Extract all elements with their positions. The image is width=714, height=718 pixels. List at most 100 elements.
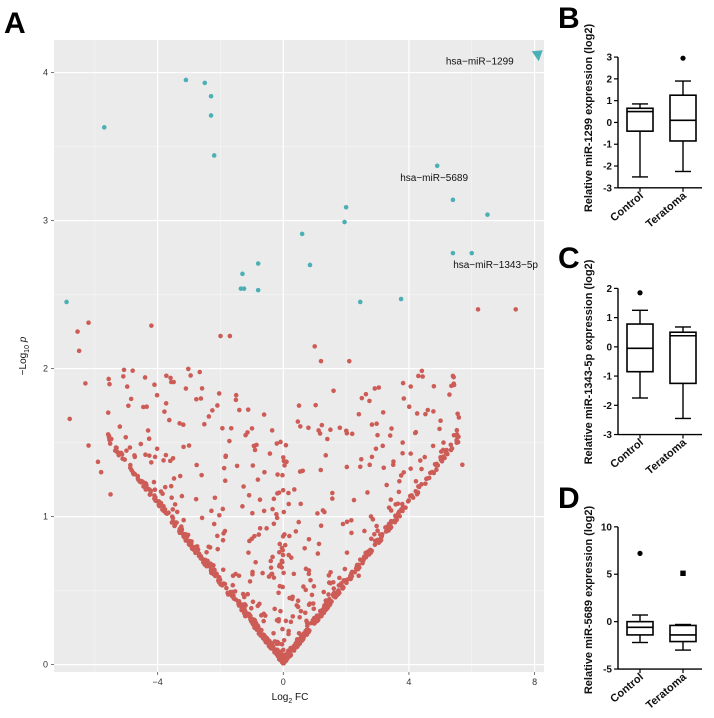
- nonsignificant-point: [177, 530, 183, 536]
- nonsignificant-point: [220, 506, 226, 512]
- nonsignificant-point: [261, 632, 266, 638]
- nonsignificant-point: [376, 385, 382, 390]
- nonsignificant-point: [363, 391, 369, 397]
- nonsignificant-point: [143, 452, 148, 457]
- nonsignificant-point: [86, 320, 91, 325]
- nonsignificant-point: [301, 584, 306, 589]
- y-tick-label: 0: [606, 118, 612, 129]
- nonsignificant-point: [204, 562, 210, 568]
- nonsignificant-point: [319, 613, 324, 619]
- nonsignificant-point: [279, 565, 285, 570]
- category-label: Control: [608, 190, 646, 224]
- nonsignificant-point: [131, 471, 136, 477]
- nonsignificant-point: [249, 536, 255, 542]
- nonsignificant-point: [210, 408, 215, 413]
- x-tick-label: 0: [281, 677, 286, 687]
- nonsignificant-point: [233, 392, 239, 398]
- nonsignificant-point: [357, 464, 363, 470]
- nonsignificant-point: [280, 584, 285, 590]
- nonsignificant-point: [391, 459, 396, 464]
- nonsignificant-point: [342, 566, 348, 572]
- nonsignificant-point: [299, 633, 305, 639]
- nonsignificant-point: [156, 503, 162, 509]
- nonsignificant-point: [363, 550, 368, 556]
- nonsignificant-point: [257, 497, 263, 503]
- nonsignificant-point: [286, 501, 292, 507]
- nonsignificant-point: [438, 418, 443, 424]
- nonsignificant-point: [132, 453, 137, 458]
- nonsignificant-point: [416, 373, 421, 379]
- nonsignificant-point: [186, 443, 192, 448]
- nonsignificant-point: [388, 508, 394, 513]
- nonsignificant-point: [121, 367, 127, 373]
- nonsignificant-point: [434, 467, 439, 473]
- nonsignificant-point: [388, 520, 394, 525]
- nonsignificant-point: [261, 412, 267, 417]
- nonsignificant-point: [372, 531, 377, 537]
- nonsignificant-point: [349, 518, 354, 523]
- nonsignificant-point: [311, 584, 317, 589]
- nonsignificant-point: [447, 392, 452, 397]
- nonsignificant-point: [420, 374, 425, 379]
- nonsignificant-point: [318, 523, 324, 528]
- nonsignificant-point: [283, 618, 289, 624]
- nonsignificant-point: [199, 386, 205, 391]
- nonsignificant-point: [197, 369, 203, 375]
- nonsignificant-point: [272, 606, 277, 612]
- nonsignificant-point: [423, 481, 428, 486]
- x-tick-label: −4: [153, 677, 163, 687]
- nonsignificant-point: [388, 497, 394, 502]
- y-axis-title: −Log10 p: [18, 336, 31, 375]
- significant-point: [398, 296, 404, 302]
- nonsignificant-point: [310, 619, 316, 625]
- tick-labels: −4 0 4 8 0 1 2 3 4: [43, 68, 537, 687]
- nonsignificant-point: [513, 307, 519, 312]
- significant-point: [342, 219, 347, 225]
- nonsignificant-point: [250, 463, 256, 468]
- nonsignificant-point: [215, 533, 220, 539]
- nonsignificant-point: [124, 448, 129, 453]
- nonsignificant-point: [316, 428, 321, 433]
- nonsignificant-point: [349, 431, 355, 437]
- nonsignificant-point: [460, 462, 465, 468]
- nonsignificant-point: [368, 550, 374, 555]
- nonsignificant-point: [245, 591, 251, 597]
- y-tick-label: 1: [43, 512, 48, 522]
- box-teratoma: [669, 331, 697, 385]
- nonsignificant-point: [323, 453, 329, 458]
- nonsignificant-point: [387, 526, 393, 531]
- nonsignificant-point: [233, 597, 239, 602]
- nonsignificant-point: [313, 616, 319, 621]
- nonsignificant-point: [288, 619, 294, 625]
- nonsignificant-point: [170, 507, 176, 512]
- nonsignificant-point: [108, 492, 113, 497]
- y-tick-label: -3: [603, 183, 612, 194]
- nonsignificant-point: [361, 556, 367, 562]
- nonsignificant-point: [274, 441, 280, 446]
- nonsignificant-point: [143, 481, 149, 487]
- nonsignificant-point: [423, 411, 428, 417]
- nonsignificant-point: [151, 479, 157, 485]
- nonsignificant-point: [410, 495, 416, 500]
- nonsignificant-point: [228, 425, 234, 431]
- nonsignificant-point: [274, 641, 280, 647]
- significant-point: [434, 163, 440, 169]
- nonsignificant-point: [105, 410, 111, 415]
- y-tick-label: 3: [43, 216, 48, 226]
- nonsignificant-point: [216, 391, 222, 396]
- nonsignificant-point: [323, 602, 328, 607]
- nonsignificant-point: [211, 521, 217, 527]
- nonsignificant-point: [312, 344, 318, 349]
- nonsignificant-point: [194, 396, 199, 402]
- nonsignificant-point: [284, 459, 289, 465]
- category-label: Control: [608, 671, 646, 705]
- nonsignificant-point: [415, 490, 421, 495]
- box-teratoma: [669, 94, 697, 142]
- nonsignificant-point: [148, 460, 154, 465]
- nonsignificant-point: [199, 472, 204, 478]
- nonsignificant-point: [434, 461, 439, 467]
- nonsignificant-point: [356, 411, 362, 417]
- nonsignificant-point: [379, 533, 385, 539]
- nonsignificant-point: [198, 396, 204, 401]
- significant-point: [241, 286, 247, 291]
